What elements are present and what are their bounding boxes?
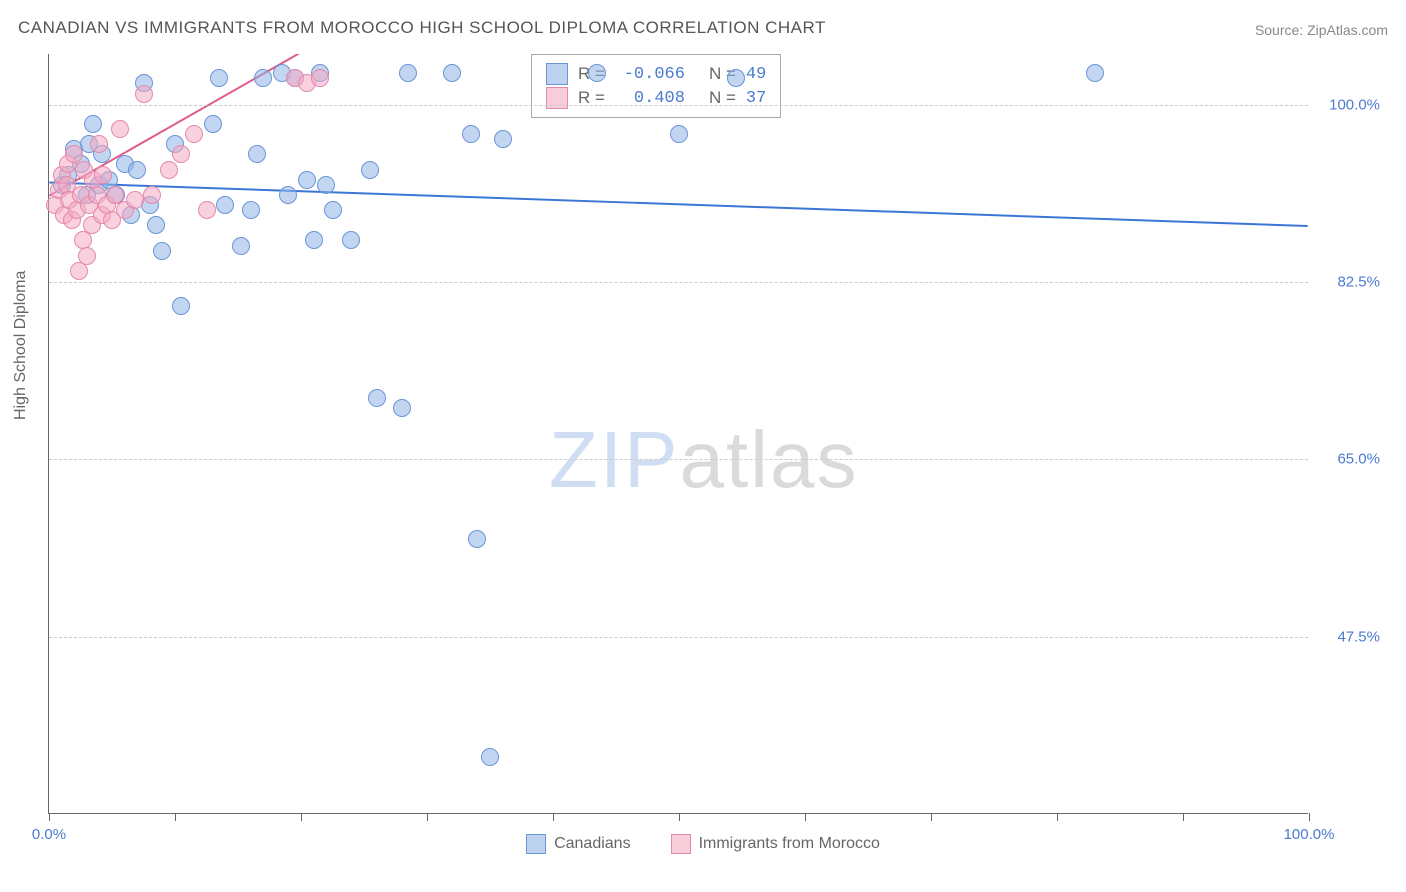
scatter-point bbox=[361, 161, 379, 179]
scatter-point bbox=[443, 64, 461, 82]
scatter-point bbox=[147, 216, 165, 234]
scatter-point bbox=[135, 85, 153, 103]
gridline bbox=[49, 105, 1308, 106]
legend-swatch bbox=[546, 87, 568, 109]
legend-swatch bbox=[526, 834, 546, 854]
x-tick bbox=[679, 813, 680, 821]
scatter-point bbox=[588, 64, 606, 82]
scatter-point bbox=[462, 125, 480, 143]
stat-n-value: 49 bbox=[746, 65, 766, 84]
chart-title: CANADIAN VS IMMIGRANTS FROM MOROCCO HIGH… bbox=[18, 18, 826, 38]
scatter-point bbox=[172, 297, 190, 315]
gridline bbox=[49, 637, 1308, 638]
scatter-point bbox=[90, 135, 108, 153]
y-tick-label: 82.5% bbox=[1337, 274, 1380, 291]
x-tick bbox=[175, 813, 176, 821]
scatter-point bbox=[242, 201, 260, 219]
scatter-point bbox=[727, 69, 745, 87]
legend-swatch bbox=[671, 834, 691, 854]
scatter-point bbox=[324, 201, 342, 219]
scatter-point bbox=[481, 748, 499, 766]
x-tick bbox=[49, 813, 50, 821]
legend-item: Canadians bbox=[526, 834, 631, 854]
scatter-point bbox=[232, 237, 250, 255]
trend-line bbox=[49, 183, 1307, 227]
scatter-point bbox=[153, 242, 171, 260]
scatter-point bbox=[1086, 64, 1104, 82]
scatter-point bbox=[494, 130, 512, 148]
y-axis-label: High School Diploma bbox=[12, 271, 30, 420]
x-tick bbox=[427, 813, 428, 821]
scatter-point bbox=[298, 171, 316, 189]
scatter-point bbox=[393, 399, 411, 417]
correlation-stats-box: R =-0.066N =49R =0.408N =37 bbox=[531, 54, 781, 118]
scatter-point bbox=[111, 120, 129, 138]
x-tick bbox=[931, 813, 932, 821]
scatter-point bbox=[160, 161, 178, 179]
y-tick-label: 47.5% bbox=[1337, 628, 1380, 645]
stats-row: R =0.408N =37 bbox=[546, 87, 766, 109]
x-tick bbox=[1183, 813, 1184, 821]
x-tick bbox=[1309, 813, 1310, 821]
scatter-point bbox=[279, 186, 297, 204]
x-tick bbox=[1057, 813, 1058, 821]
scatter-point bbox=[172, 145, 190, 163]
scatter-point bbox=[248, 145, 266, 163]
stat-r-value: -0.066 bbox=[615, 65, 685, 84]
scatter-plot-area: ZIPatlas R =-0.066N =49R =0.408N =37 47.… bbox=[48, 54, 1308, 814]
scatter-point bbox=[399, 64, 417, 82]
scatter-point bbox=[78, 247, 96, 265]
scatter-point bbox=[84, 115, 102, 133]
scatter-point bbox=[670, 125, 688, 143]
scatter-point bbox=[198, 201, 216, 219]
trend-lines-layer bbox=[49, 54, 1308, 813]
scatter-point bbox=[368, 389, 386, 407]
scatter-point bbox=[126, 191, 144, 209]
scatter-point bbox=[185, 125, 203, 143]
scatter-point bbox=[311, 69, 329, 87]
legend-label: Immigrants from Morocco bbox=[699, 835, 880, 853]
source-attribution: Source: ZipAtlas.com bbox=[1255, 22, 1388, 38]
x-tick bbox=[805, 813, 806, 821]
legend-label: Canadians bbox=[554, 835, 631, 853]
legend-item: Immigrants from Morocco bbox=[671, 834, 880, 854]
scatter-point bbox=[254, 69, 272, 87]
scatter-point bbox=[143, 186, 161, 204]
scatter-point bbox=[94, 166, 112, 184]
legend-swatch bbox=[546, 63, 568, 85]
scatter-point bbox=[317, 176, 335, 194]
scatter-point bbox=[468, 530, 486, 548]
scatter-point bbox=[210, 69, 228, 87]
x-tick bbox=[553, 813, 554, 821]
y-tick-label: 65.0% bbox=[1337, 451, 1380, 468]
gridline bbox=[49, 282, 1308, 283]
scatter-point bbox=[204, 115, 222, 133]
scatter-point bbox=[342, 231, 360, 249]
x-tick bbox=[301, 813, 302, 821]
y-tick-label: 100.0% bbox=[1329, 96, 1380, 113]
bottom-legend: Canadians Immigrants from Morocco bbox=[0, 834, 1406, 854]
scatter-point bbox=[216, 196, 234, 214]
gridline bbox=[49, 459, 1308, 460]
scatter-point bbox=[305, 231, 323, 249]
scatter-point bbox=[128, 161, 146, 179]
